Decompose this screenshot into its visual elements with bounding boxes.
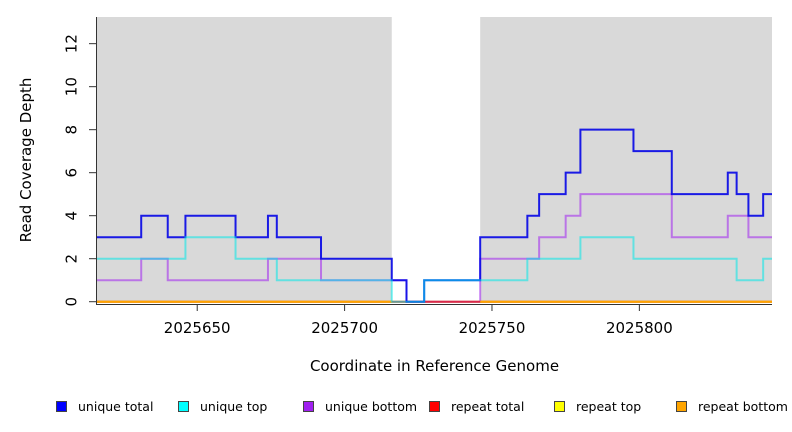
x-tick-label: 2025800 bbox=[606, 319, 673, 337]
y-tick-label: 12 bbox=[63, 34, 81, 53]
y-tick-label: 2 bbox=[63, 254, 81, 264]
coverage-chart: 0 2 4 6 8 10 12 2025650 2025700 2025750 2025800 Rea… bbox=[17, 17, 772, 337]
legend-label: repeat top bbox=[576, 399, 642, 414]
legend-label: unique bottom bbox=[325, 399, 418, 414]
unique-bottom-swatch-icon bbox=[303, 401, 314, 412]
legend-item-repeat-bottom: repeat bottom bbox=[676, 399, 788, 414]
legend-item-repeat-top: repeat top bbox=[554, 399, 641, 414]
x-tick-label: 2025650 bbox=[164, 319, 231, 337]
y-tick-label: 4 bbox=[63, 211, 81, 221]
chart-legend: unique total unique top unique bottom re… bbox=[0, 399, 792, 419]
series-line-unique-top bbox=[97, 236, 772, 303]
repeat-total-swatch-icon bbox=[429, 401, 440, 412]
series-line-unique-total bbox=[97, 128, 772, 303]
legend-item-unique-total: unique total bbox=[56, 399, 153, 414]
legend-item-repeat-total: repeat total bbox=[429, 399, 524, 414]
y-tick-label: 0 bbox=[63, 297, 81, 307]
x-tick-label: 2025700 bbox=[311, 319, 378, 337]
legend-item-unique-top: unique top bbox=[178, 399, 267, 414]
legend-item-unique-bottom: unique bottom bbox=[303, 399, 417, 414]
series-line-unique-bottom bbox=[97, 193, 772, 303]
x-axis-title: Coordinate in Reference Genome bbox=[309, 357, 560, 375]
repeat-top-swatch-icon bbox=[554, 401, 565, 412]
unique-top-swatch-icon bbox=[178, 401, 189, 412]
x-tick-label: 2025750 bbox=[459, 319, 526, 337]
legend-label: unique top bbox=[200, 399, 268, 414]
gap-region-highlight bbox=[391, 17, 481, 303]
y-tick-label: 6 bbox=[63, 168, 81, 178]
repeat-bottom-swatch-icon bbox=[676, 401, 687, 412]
legend-label: repeat bottom bbox=[698, 399, 788, 414]
y-tick-label: 8 bbox=[63, 125, 81, 135]
legend-label: unique total bbox=[78, 399, 154, 414]
y-tick-label: 10 bbox=[63, 77, 81, 96]
unique-total-swatch-icon bbox=[56, 401, 67, 412]
y-axis-title: Read Coverage Depth bbox=[17, 78, 35, 243]
legend-label: repeat total bbox=[451, 399, 525, 414]
